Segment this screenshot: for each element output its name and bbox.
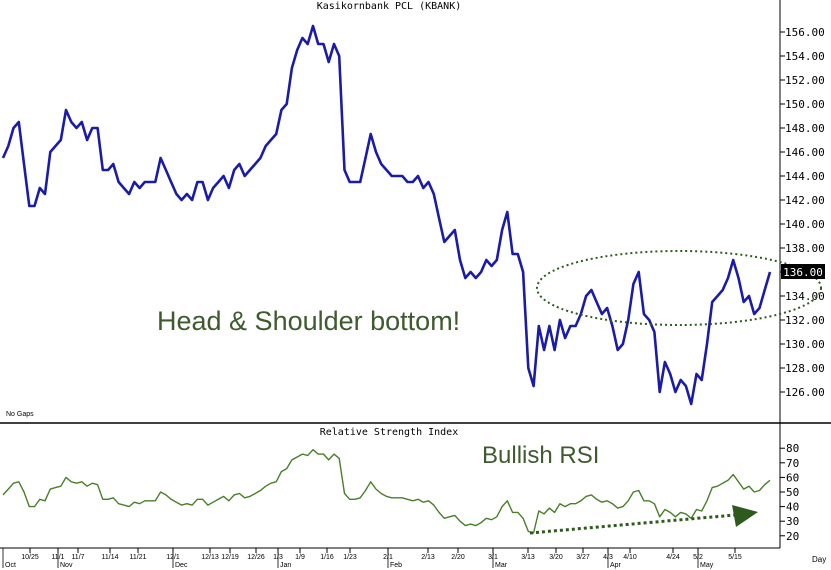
rsi-axis-tick-label: 80 (786, 442, 799, 455)
price-axis-tick-label: 142.00 (785, 194, 825, 207)
x-axis-tick-label: 1/16 (320, 554, 334, 561)
x-axis-month-label: Mar (495, 562, 508, 569)
head-shoulder-annotation: Head & Shoulder bottom! (157, 306, 460, 336)
price-chart-title: Kasikornbank PCL (KBANK) (317, 1, 462, 12)
x-axis-tick-label: 2/13 (421, 554, 435, 561)
neckline-ellipse-marker (536, 250, 822, 326)
x-axis-tick-label: 3/13 (521, 554, 535, 561)
x-axis-month-label: May (700, 562, 714, 569)
last-price-label: 136.00 (783, 266, 823, 279)
x-axis-month-label: Oct (5, 562, 16, 569)
rsi-chart-title: Relative Strength Index (320, 427, 458, 438)
price-axis-tick-label: 134.00 (785, 290, 825, 303)
x-axis-tick-label: 5/15 (728, 554, 742, 561)
rsi-axis-tick-label: 70 (786, 457, 799, 470)
x-axis-tick-label: 1/23 (343, 554, 357, 561)
x-axis-tick-label: 12/26 (247, 554, 265, 561)
rsi-axis-tick-label: 50 (786, 486, 799, 499)
period-label: Day (812, 555, 826, 564)
price-axis-tick-label: 152.00 (785, 74, 825, 87)
x-axis-month-label: Apr (610, 562, 622, 569)
rsi-trend-arrow-head (732, 505, 758, 527)
price-axis-tick-label: 144.00 (785, 170, 825, 183)
last-price-box (781, 264, 825, 279)
price-axis-tick-label: 126.00 (785, 386, 825, 399)
x-axis-tick-label: 11/14 (102, 554, 119, 561)
x-axis-tick-label: 10/25 (21, 554, 39, 561)
price-axis-tick-label: 138.00 (785, 242, 825, 255)
price-axis-tick-label: 148.00 (785, 122, 825, 135)
x-axis-tick-label: 1/9 (295, 554, 305, 561)
x-axis-tick-label: 2/20 (451, 554, 465, 561)
rsi-axis-tick-label: 40 (786, 501, 799, 514)
x-axis-tick-label: 11/21 (130, 554, 147, 561)
rsi-axis-tick-label: 60 (786, 471, 799, 484)
bullish-rsi-annotation: Bullish RSI (482, 442, 599, 469)
price-axis-tick-label: 132.00 (785, 314, 825, 327)
rsi-series-line (2, 449, 771, 534)
no-gaps-note: No Gaps (6, 411, 34, 418)
x-axis-tick-label: 11/7 (71, 554, 84, 561)
price-axis-tick-label: 150.00 (785, 98, 825, 111)
x-axis-ticks: 10/25 11/1 11/7 11/14 11/21 12/1 12/13 12/19 12/… (2, 548, 742, 569)
rsi-axis-tick-label: 30 (786, 515, 799, 528)
x-axis-tick-label: 3/27 (576, 554, 590, 561)
x-axis-month-label: Jan (280, 562, 291, 569)
x-axis-month-label: Nov (60, 562, 73, 569)
x-axis-tick-label: 12/19 (221, 554, 239, 561)
price-axis-tick-label: 130.00 (785, 338, 825, 351)
rsi-axis-tick-label: 20 (786, 530, 799, 543)
price-axis-tick-label: 140.00 (785, 218, 825, 231)
x-axis-month-label: Dec (175, 562, 188, 569)
x-axis-tick-label: 12/13 (201, 554, 219, 561)
x-axis-tick-label: 3/20 (549, 554, 563, 561)
rsi-trend-arrow-shaft (529, 513, 736, 535)
price-series-line (1, 24, 772, 406)
x-axis-tick-label: 4/10 (623, 554, 637, 561)
price-axis-tick-label: 156.00 (785, 26, 825, 39)
price-axis-tick-label: 146.00 (785, 146, 825, 159)
x-axis-month-label: Feb (390, 562, 402, 569)
x-axis-tick-label: 4/24 (666, 554, 680, 561)
price-axis-tick-label: 154.00 (785, 50, 825, 63)
price-axis-tick-label: 128.00 (785, 362, 825, 375)
